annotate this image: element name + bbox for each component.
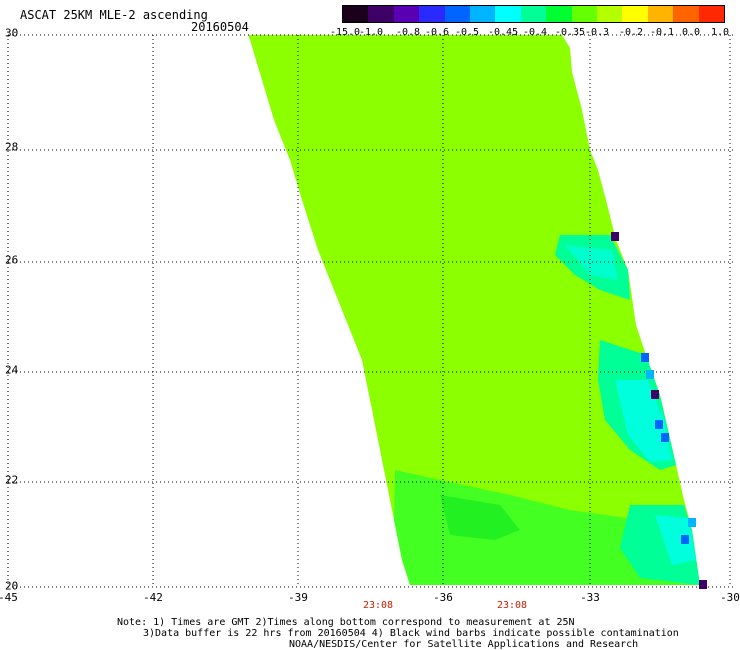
color-scale-label: -15.0 [329,27,361,38]
swath-patch [565,245,618,280]
lat-label: 24 [5,363,19,377]
lon-label: -39 [288,591,308,604]
color-scale-swatch [343,6,369,22]
lon-label: -45 [0,591,18,604]
color-scale-swatch [368,6,394,22]
measurement-time: 23:08 [496,600,528,611]
map-date: 20160504 [191,20,249,34]
ascat-swath [248,35,700,585]
color-scale-label: -0.8 [395,27,421,38]
color-scale-label: 0.0 [681,27,701,38]
measurement-time: 23:08 [362,600,394,611]
swath-base [248,35,700,585]
color-scale-swatch [571,6,598,22]
swath-patch [394,470,700,585]
swath-patch [655,515,696,565]
contamination-pixel [688,518,696,527]
lon-label: -42 [143,591,163,604]
color-scale-swatch [470,6,496,22]
lon-label: -30 [720,591,740,604]
lat-label: 20 [5,579,19,593]
color-scale-label: -1.0 [358,27,384,38]
swath-patch [440,495,520,540]
color-scale-swatch [419,6,445,22]
color-scale-bar [342,5,725,23]
contamination-pixel [699,580,707,589]
color-scale-swatch [444,6,471,22]
color-scale-label: -0.6 [424,27,450,38]
color-scale-label: -0.4 [522,27,548,38]
color-scale-swatch [597,6,623,22]
lat-lon-grid [7,34,735,588]
lat-label: 30 [5,26,19,40]
contamination-pixel [611,232,619,241]
color-scale-label: -0.5 [454,27,480,38]
note-line-2: 3)Data buffer is 22 hrs from 20160504 4)… [143,628,679,639]
contamination-pixel [646,370,654,379]
lat-label: 28 [5,140,19,154]
contamination-pixel [661,433,669,442]
color-scale-swatch [495,6,521,22]
lon-label: -33 [580,591,600,604]
lat-label: 22 [5,473,19,487]
contamination-pixel [651,390,659,399]
color-scale-swatch [647,6,674,22]
color-scale-label: -0.35 [554,27,586,38]
color-scale-label: -0.2 [618,27,644,38]
color-scale-swatch [546,6,572,22]
swath-patch [615,380,672,462]
color-scale-swatch [673,6,699,22]
color-scale-swatch [393,6,420,22]
lat-label: 26 [5,253,19,267]
contamination-pixel [655,420,663,429]
color-scale-label: -0.45 [487,27,519,38]
note-line-1: Note: 1) Times are GMT 2)Times along bot… [117,617,575,628]
color-scale-label: -0.1 [649,27,675,38]
map-title: ASCAT 25KM MLE-2 ascending [20,8,208,22]
contamination-pixel [681,535,689,544]
contamination-pixels [611,232,707,589]
note-line-3: NOAA/NESDIS/Center for Satellite Applica… [289,639,639,650]
color-scale-swatch [622,6,648,22]
lon-label: -36 [433,591,453,604]
color-scale-label: -0.3 [584,27,610,38]
color-scale-label: 1.0 [710,27,730,38]
color-scale-swatch [698,6,725,22]
contamination-pixel [641,353,649,362]
color-scale-swatch [520,6,547,22]
